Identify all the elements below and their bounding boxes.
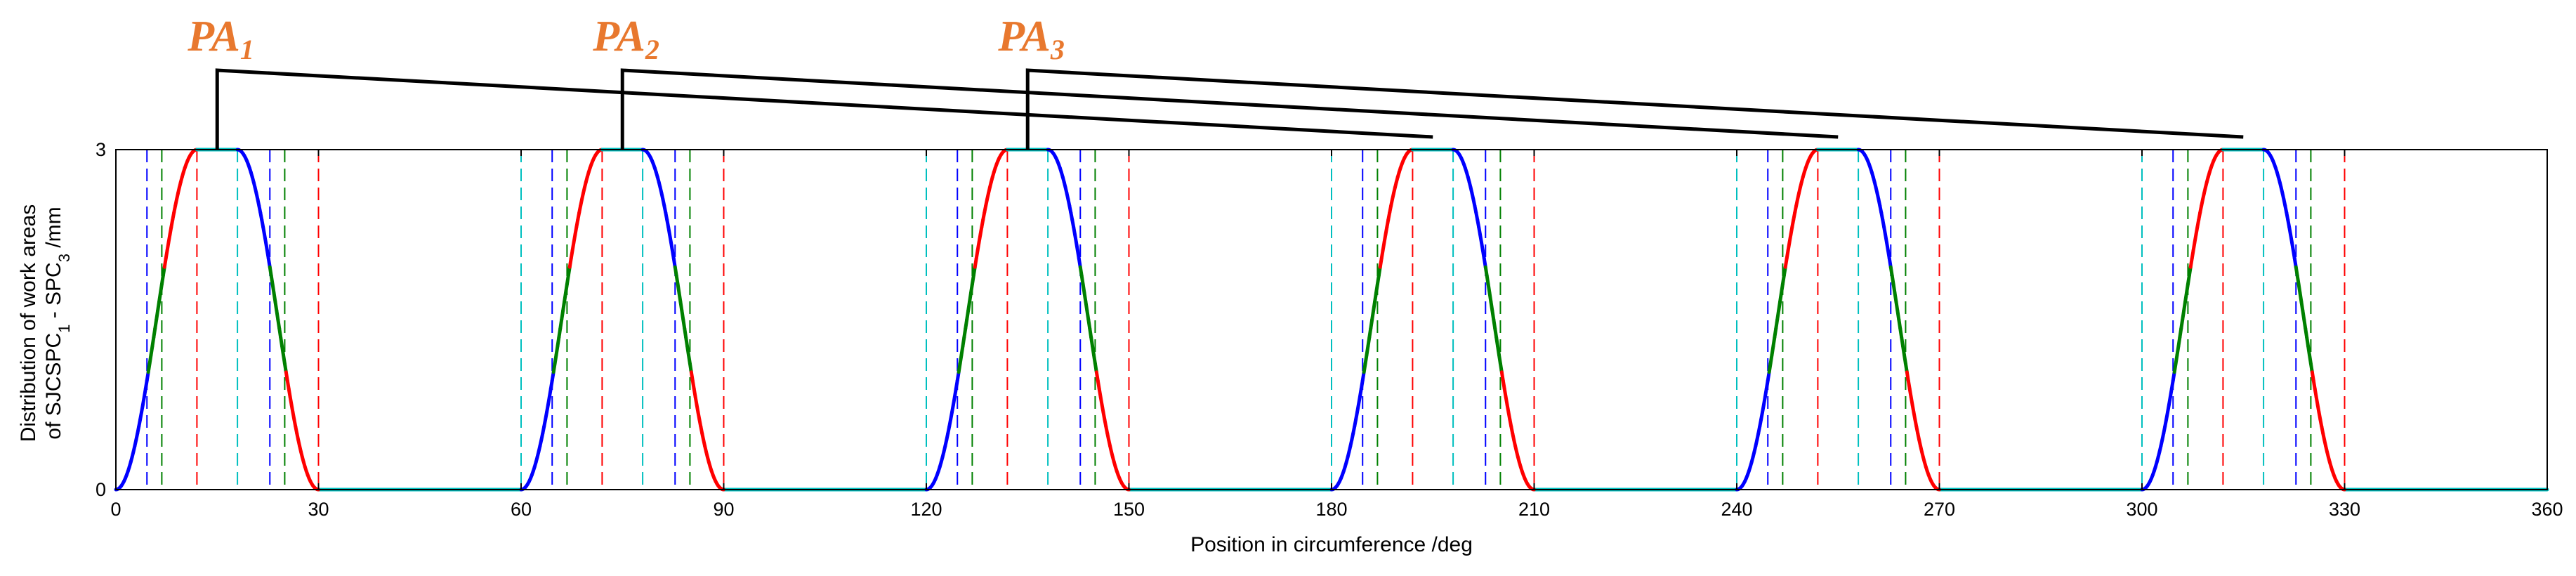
pa-annotation-main: PA	[592, 13, 645, 60]
annotation-layer: PA1 PA2 PA3	[187, 13, 2244, 150]
pa-annotation-label: PA1	[187, 13, 254, 65]
x-tick-label: 300	[2126, 499, 2157, 520]
x-axis-label: Position in circumference /deg	[1190, 533, 1473, 556]
x-tick-label: 60	[511, 499, 532, 520]
x-tick-label: 360	[2531, 499, 2563, 520]
pa-annotation-main: PA	[997, 13, 1051, 60]
tick-layer: 0 30 60 90 120 150 180 210 240 270 300 330 360 0 3	[96, 139, 2563, 520]
pa-annotation-label: PA2	[592, 13, 659, 65]
y-axis-label-line1: Distribution of work areas	[17, 204, 40, 442]
x-tick-label: 30	[308, 499, 329, 520]
y-axis-label-line2: of SJCSPC1 - SPC3 /mm	[42, 207, 73, 439]
pa-annotation-label: PA3	[997, 13, 1065, 65]
x-tick-label: 0	[110, 499, 121, 520]
pa-annotation-subscript: 1	[240, 34, 254, 65]
x-tick-label: 330	[2329, 499, 2360, 520]
x-tick-label: 150	[1113, 499, 1145, 520]
x-tick-label: 270	[1924, 499, 1955, 520]
pa-annotation-subscript: 2	[645, 34, 659, 65]
x-tick-label: 240	[1721, 499, 1752, 520]
x-tick-label: 90	[713, 499, 734, 520]
pa-annotation-subscript: 3	[1050, 34, 1065, 65]
pa-annotation-main: PA	[187, 13, 240, 60]
x-tick-label: 120	[910, 499, 942, 520]
y-tick-label: 0	[96, 479, 106, 500]
x-tick-label: 210	[1518, 499, 1550, 520]
pa-bracket-line	[620, 68, 1839, 150]
pa-bracket-line	[1025, 68, 2244, 150]
y-tick-label: 3	[96, 139, 106, 160]
x-tick-label: 180	[1315, 499, 1347, 520]
